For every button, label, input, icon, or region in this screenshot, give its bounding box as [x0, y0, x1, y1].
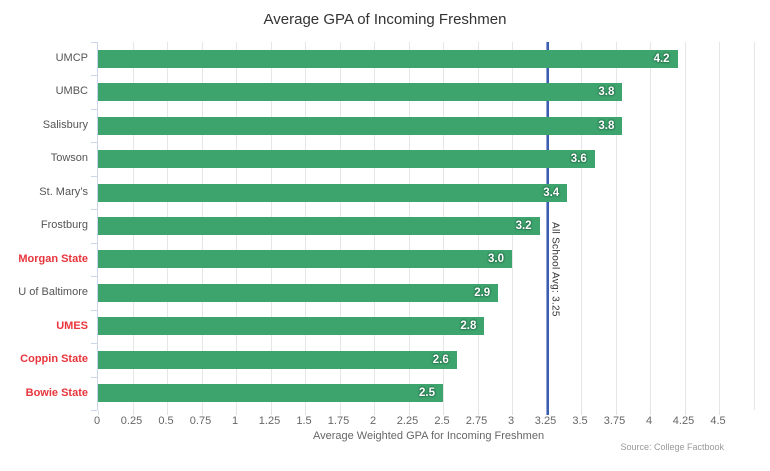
- x-axis-tick: [581, 410, 582, 415]
- x-axis-tick: [132, 410, 134, 415]
- bar-value-label: 3.2: [515, 220, 532, 232]
- bar-umbc[interactable]: 3.8: [98, 83, 623, 102]
- bar-value-label: 3.0: [488, 253, 504, 266]
- source-credit: Source: College Factbook: [620, 442, 724, 452]
- x-axis-tick: [270, 410, 272, 415]
- category-axis: UMCP UMBC Salisbury Towson St. Mary’s Frostbu…: [0, 42, 88, 410]
- x-axis-label: 2.25: [396, 415, 419, 427]
- x-axis-tick: [201, 410, 203, 415]
- x-axis-label: 1.25: [258, 415, 281, 427]
- x-axis-label: 0: [93, 415, 101, 427]
- category-label: UMCP: [55, 52, 88, 64]
- x-axis-label: 3.5: [572, 415, 588, 427]
- x-axis-title: Average Weighted GPA for Incoming Freshm…: [312, 430, 545, 442]
- category-tick: [91, 175, 97, 177]
- category-label: Coppin State: [20, 353, 88, 366]
- average-plotline-label: All School Avg: 3.25: [549, 222, 561, 317]
- gridline: [615, 42, 617, 410]
- x-axis-tick: [339, 410, 341, 415]
- x-axis-label: 0.75: [189, 415, 212, 427]
- category-tick: [91, 309, 97, 311]
- bar-value-label: 2.8: [460, 320, 477, 333]
- plot-area: All School Avg: 3.25 4.2 3.8 3.8 3.6 3.4 3.2 3.…: [97, 42, 761, 415]
- bar-bowie-state[interactable]: 2.5: [98, 384, 443, 403]
- x-axis-tick: [305, 410, 306, 415]
- bar-umcp[interactable]: 4.2: [98, 49, 678, 68]
- x-axis-label: 1.75: [327, 415, 350, 427]
- x-axis-tick: [167, 410, 168, 415]
- x-axis-label: 2.75: [465, 415, 488, 427]
- category-tick: [91, 42, 97, 43]
- x-axis-tick: [650, 410, 651, 415]
- bar-towson[interactable]: 3.6: [98, 150, 595, 169]
- bar-u-of-baltimore[interactable]: 2.9: [98, 283, 499, 302]
- bar-value-label: 4.2: [653, 52, 670, 65]
- x-axis-tick: [615, 410, 617, 415]
- category-label: St. Mary’s: [39, 185, 88, 198]
- x-axis-tick: [719, 410, 720, 415]
- gridline: [719, 42, 720, 410]
- x-axis-tick: [477, 410, 479, 415]
- x-axis-labels: 0 0.25 0.5 0.75 1 1.25 1.5 1.75 2 2.25 2.5 2.75 3 3.2…: [93, 415, 760, 429]
- x-axis-label: 3: [507, 415, 515, 427]
- x-axis-tick: [443, 410, 444, 415]
- bar-value-label: 3.8: [598, 119, 615, 132]
- category-tick: [91, 410, 97, 411]
- x-axis-tick: [512, 410, 513, 415]
- bar-value-label: 2.6: [432, 353, 449, 366]
- x-axis-label: 0.25: [120, 415, 143, 427]
- x-axis-tick: [98, 410, 99, 415]
- category-tick: [91, 376, 97, 378]
- category-label: U of Baltimore: [18, 286, 88, 299]
- bar-umes[interactable]: 2.8: [98, 317, 485, 336]
- bar-salisbury[interactable]: 3.8: [98, 116, 623, 135]
- category-label: Frostburg: [40, 219, 88, 232]
- category-tick: [91, 242, 97, 244]
- gridline: [753, 42, 755, 410]
- bar-value-label: 2.5: [419, 387, 435, 400]
- chart-title: Average GPA of Incoming Freshmen: [263, 11, 507, 28]
- x-axis-label: 3.25: [534, 415, 557, 427]
- bar-value-label: 3.4: [543, 186, 560, 199]
- x-axis-label: 1: [231, 415, 239, 427]
- bar-st-mary-s[interactable]: 3.4: [98, 183, 568, 202]
- category-label: Towson: [50, 152, 88, 165]
- x-axis-label: 0.5: [158, 415, 174, 427]
- gridline: [684, 42, 686, 410]
- bar-value-label: 3.6: [570, 153, 587, 166]
- x-axis-label: 2: [369, 415, 377, 427]
- category-tick: [91, 276, 97, 278]
- category-label: Bowie State: [25, 386, 88, 399]
- x-axis-tick: [408, 410, 410, 415]
- bar-value-label: 2.9: [474, 286, 491, 299]
- bar-coppin-state[interactable]: 2.6: [98, 350, 457, 369]
- category-tick: [91, 343, 97, 345]
- x-axis-label: 2.5: [434, 415, 450, 427]
- category-tick: [91, 142, 97, 144]
- category-tick: [91, 75, 97, 77]
- bar-morgan-state[interactable]: 3.0: [98, 250, 512, 269]
- bar-value-label: 3.8: [598, 86, 615, 99]
- x-axis-tick: [374, 410, 375, 415]
- x-axis-label: 4.5: [710, 415, 726, 427]
- x-axis-tick: [684, 410, 686, 415]
- category-label: Morgan State: [18, 252, 88, 265]
- category-label: Salisbury: [42, 118, 88, 131]
- category-label: UMES: [56, 319, 88, 332]
- category-tick: [91, 108, 97, 110]
- gridline: [581, 42, 582, 410]
- average-plotline: [545, 42, 549, 415]
- x-axis-label: 3.75: [603, 415, 626, 427]
- category-label: UMBC: [55, 85, 88, 98]
- x-axis-label: 4: [645, 415, 653, 427]
- x-axis-label: 1.5: [296, 415, 312, 427]
- gridline: [650, 42, 651, 410]
- bar-frostburg[interactable]: 3.2: [98, 217, 540, 235]
- x-axis-label: 4.25: [672, 415, 695, 427]
- category-tick: [91, 209, 97, 211]
- x-axis-tick: [236, 410, 237, 415]
